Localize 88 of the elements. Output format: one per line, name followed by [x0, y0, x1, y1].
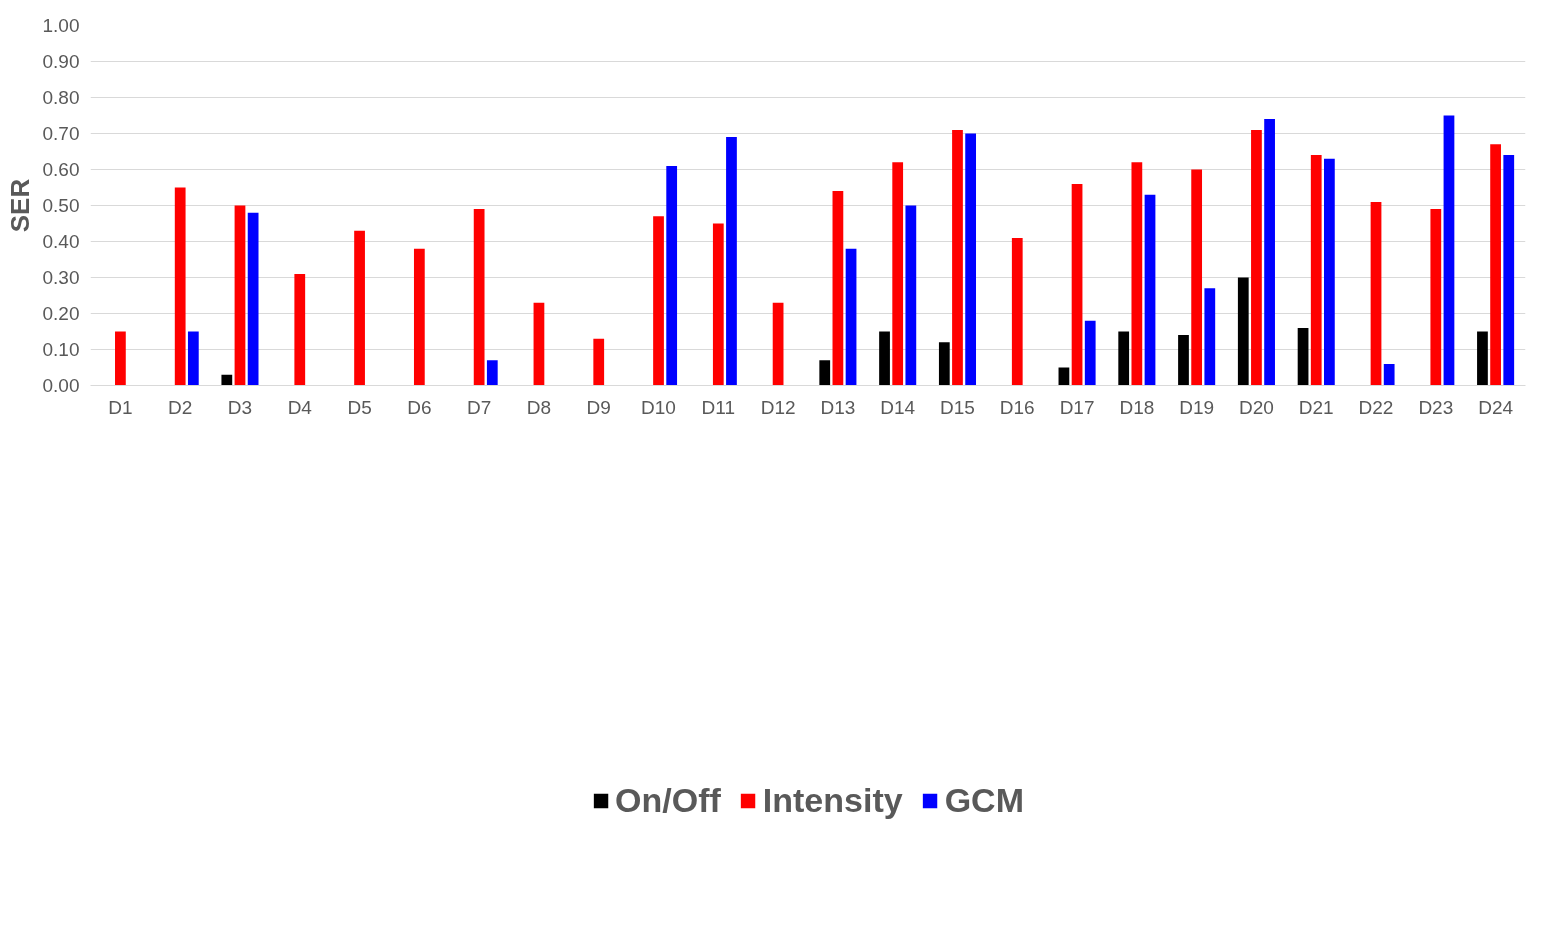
x-tick-label: D7 — [467, 396, 492, 418]
x-tick-label: D13 — [820, 396, 856, 418]
y-tick-label: 0.50 — [42, 195, 80, 216]
y-tick-label: 0.40 — [42, 231, 80, 252]
y-tick-label: 1.00 — [42, 15, 80, 36]
bar — [486, 360, 498, 386]
bar — [772, 302, 784, 386]
bar — [726, 137, 737, 386]
bar — [832, 191, 844, 386]
bar — [819, 360, 831, 386]
bar — [1251, 129, 1262, 386]
bar — [965, 133, 977, 386]
x-tick-label: D10 — [641, 396, 676, 418]
x-tick-label: D8 — [526, 396, 552, 418]
x-tick-label: D3 — [227, 396, 253, 418]
bar — [294, 273, 306, 386]
bar — [1310, 155, 1322, 386]
bar — [234, 205, 246, 386]
y-tick-label: 0.30 — [42, 267, 80, 288]
bar — [1118, 331, 1130, 386]
bar — [1084, 320, 1096, 386]
x-tick-label: D18 — [1119, 396, 1155, 418]
x-tick-label: D11 — [701, 396, 736, 418]
bar — [413, 248, 425, 386]
y-tick-label: 0.60 — [42, 159, 80, 180]
legend-label: On/Off — [615, 780, 721, 820]
bar — [1144, 194, 1156, 386]
bar — [845, 248, 857, 386]
bar — [1443, 115, 1455, 386]
x-tick-label: D19 — [1179, 396, 1215, 418]
x-tick-label: D24 — [1478, 396, 1514, 418]
bar — [905, 205, 917, 386]
bar — [1477, 331, 1488, 386]
bar — [879, 331, 890, 386]
bar — [221, 374, 233, 386]
bar — [1204, 288, 1216, 386]
x-tick-label: D6 — [407, 396, 432, 418]
bar — [354, 230, 365, 386]
legend-label: Intensity — [762, 780, 903, 820]
bar — [1178, 335, 1189, 386]
x-tick-label: D23 — [1418, 396, 1454, 418]
x-tick-label: D5 — [347, 396, 372, 418]
bar — [1011, 237, 1023, 386]
y-tick-label: 0.80 — [42, 87, 80, 108]
y-tick-label: 0.20 — [42, 303, 80, 324]
bar — [1503, 155, 1515, 386]
x-tick-label: D15 — [940, 396, 975, 418]
bar — [593, 338, 605, 386]
legend-label: GCM — [944, 780, 1024, 820]
bar — [1297, 327, 1309, 386]
x-tick-label: D9 — [586, 396, 611, 418]
bar — [712, 223, 724, 386]
bar — [653, 216, 664, 386]
bar — [1237, 277, 1249, 386]
bar — [892, 162, 904, 386]
y-tick-label: 0.70 — [42, 123, 80, 144]
x-tick-label: D2 — [168, 396, 193, 418]
bar — [187, 331, 199, 386]
bar — [1383, 363, 1395, 386]
bar — [1490, 144, 1501, 386]
x-tick-label: D17 — [1059, 396, 1095, 418]
bar — [533, 302, 545, 386]
x-tick-label: D1 — [108, 396, 133, 418]
x-tick-label: D21 — [1298, 396, 1334, 418]
bar — [247, 212, 259, 386]
bar — [1430, 209, 1442, 386]
bar — [1370, 201, 1382, 386]
bar — [938, 342, 950, 386]
y-tick-label: 0.00 — [42, 375, 80, 396]
x-tick-label: D16 — [999, 396, 1035, 418]
bar — [1191, 169, 1203, 386]
bar — [666, 165, 678, 386]
x-tick-label: D12 — [760, 396, 796, 418]
bar — [1324, 158, 1335, 386]
y-tick-label: 0.90 — [42, 51, 80, 72]
y-axis-title: SER — [4, 178, 35, 233]
bar — [1131, 162, 1143, 386]
y-tick-label: 0.10 — [42, 339, 80, 360]
x-tick-label: D14 — [880, 396, 916, 418]
x-tick-label: D22 — [1358, 396, 1394, 418]
bar — [473, 209, 485, 386]
bar — [1264, 119, 1275, 386]
x-tick-label: D20 — [1239, 396, 1274, 418]
bar — [174, 187, 186, 386]
bar — [952, 129, 963, 386]
bar — [1071, 183, 1083, 386]
x-tick-label: D4 — [287, 396, 313, 418]
bar — [115, 331, 126, 386]
